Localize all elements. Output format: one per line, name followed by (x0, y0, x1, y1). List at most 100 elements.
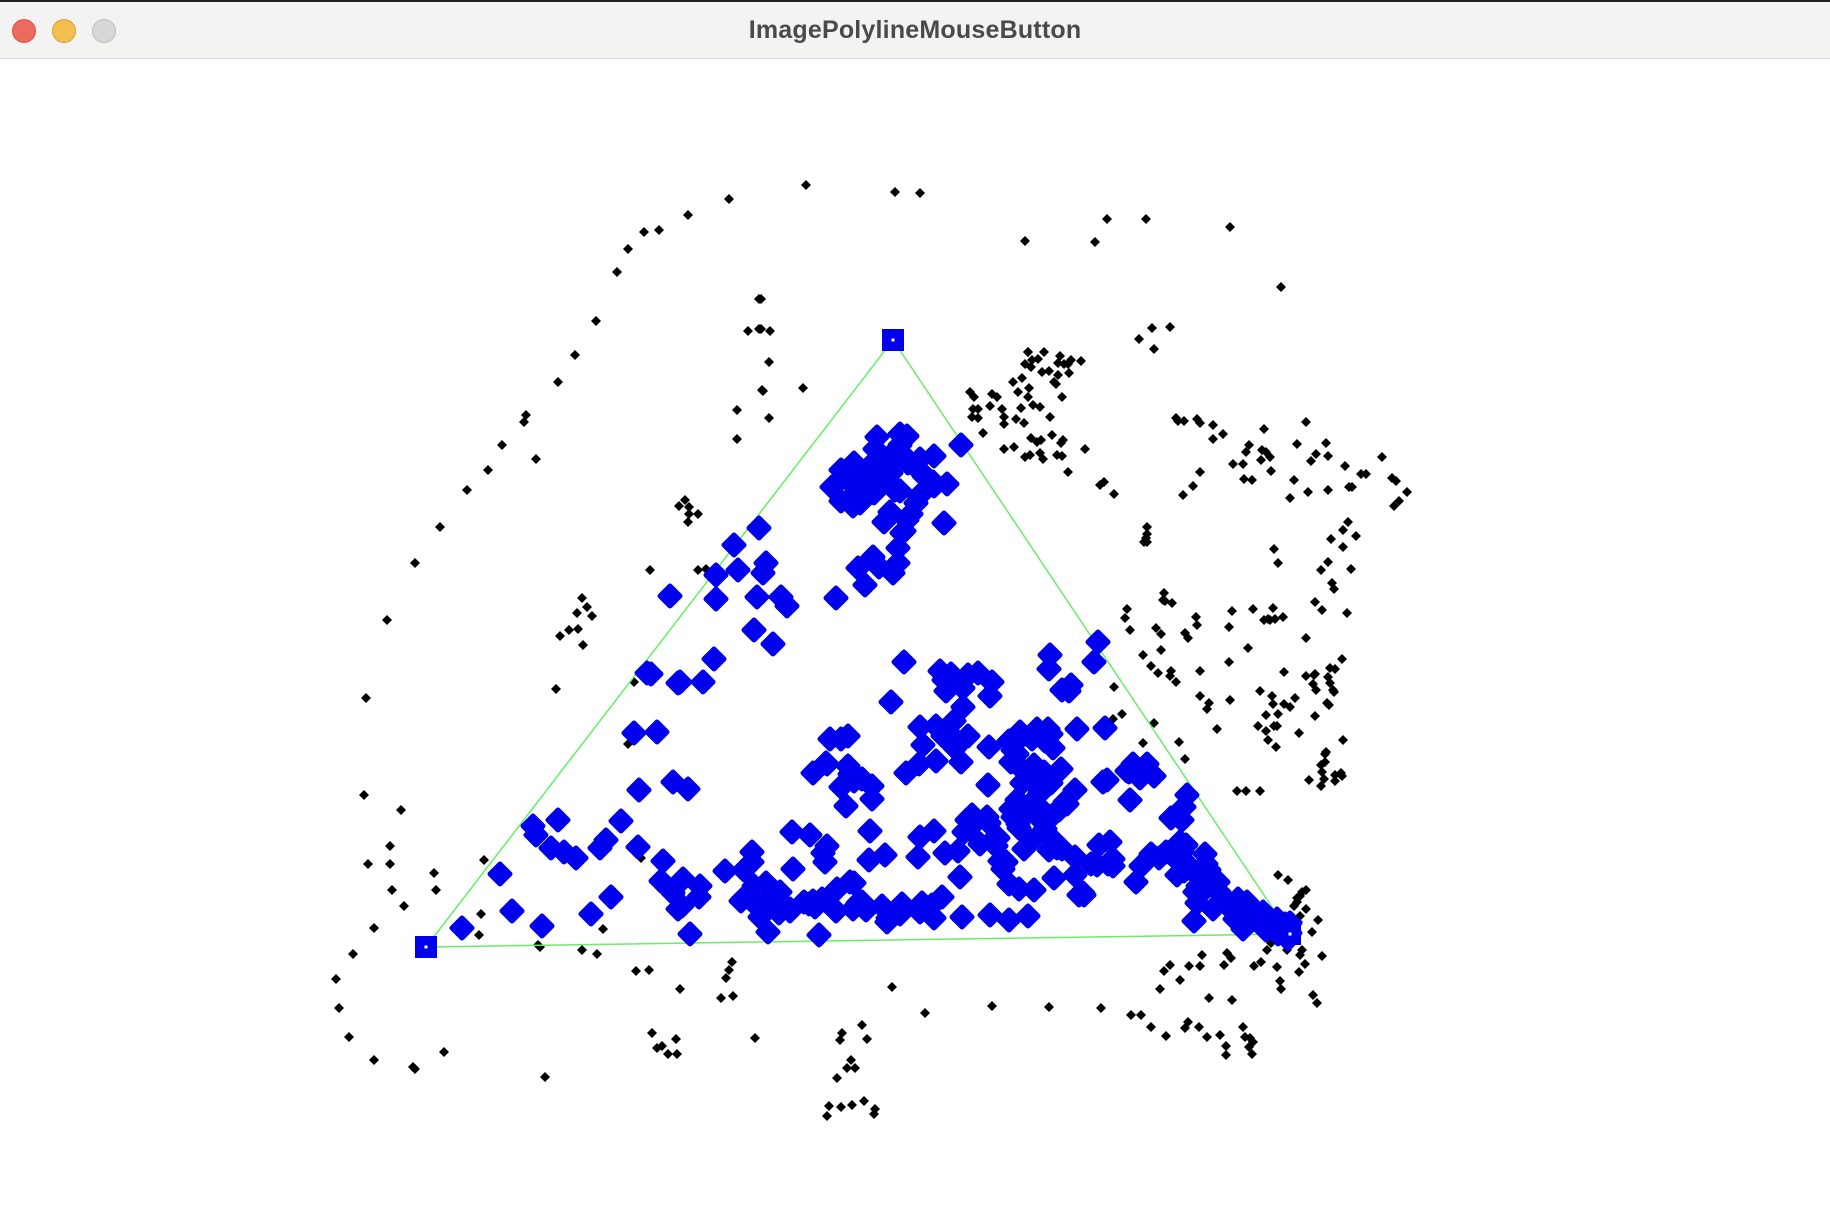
data-point (1327, 578, 1337, 588)
selected-point (1004, 741, 1030, 767)
selected-point (648, 868, 674, 894)
data-point (1028, 400, 1038, 410)
data-point (987, 1001, 997, 1011)
selected-point (1174, 782, 1200, 808)
data-point (1013, 387, 1023, 397)
data-point (1320, 749, 1330, 759)
title-bar[interactable]: ImagePolylineMouseButton (0, 2, 1830, 59)
data-point (801, 180, 811, 190)
data-point (887, 982, 897, 992)
data-point (474, 930, 484, 940)
selected-point (1181, 908, 1207, 934)
selected-point (1049, 836, 1075, 862)
data-point (1261, 726, 1271, 736)
zoom-window-button[interactable] (92, 19, 116, 43)
data-point (1294, 967, 1304, 977)
data-point (334, 1003, 344, 1013)
data-point (1308, 679, 1318, 689)
data-point (743, 326, 753, 336)
data-point (382, 615, 392, 625)
data-point (1263, 735, 1273, 745)
selected-point (875, 905, 901, 931)
selected-point (1040, 802, 1066, 828)
data-point (1351, 531, 1361, 541)
selected-point (1006, 815, 1032, 841)
data-point (572, 608, 582, 618)
data-point (724, 965, 734, 975)
data-point (1232, 786, 1242, 796)
data-point (915, 188, 925, 198)
data-point (1218, 429, 1228, 439)
data-point (727, 957, 737, 967)
data-point (1269, 721, 1279, 731)
data-point (999, 444, 1009, 454)
data-point (410, 558, 420, 568)
close-window-button[interactable] (12, 19, 36, 43)
data-point (1261, 447, 1271, 457)
selected-point (859, 786, 885, 812)
data-point (1024, 383, 1034, 393)
data-point (1192, 414, 1202, 424)
data-point (846, 1055, 856, 1065)
data-point (1272, 962, 1282, 972)
data-point (1017, 373, 1027, 383)
data-point (1263, 614, 1273, 624)
data-point (385, 859, 395, 869)
data-point (835, 1035, 845, 1045)
data-point (1338, 542, 1348, 552)
data-point (1171, 413, 1181, 423)
data-point (1326, 534, 1336, 544)
data-point (1202, 704, 1212, 714)
data-point (1269, 544, 1279, 554)
selected-point (650, 848, 676, 874)
data-point (644, 965, 654, 975)
selected-point (938, 661, 964, 687)
data-point (671, 1034, 681, 1044)
data-point (1194, 1022, 1204, 1032)
data-point (1316, 565, 1326, 575)
data-point (1146, 661, 1156, 671)
selected-point (923, 748, 949, 774)
image-canvas[interactable] (0, 59, 1830, 1212)
data-point (684, 502, 694, 512)
selected-point (578, 901, 604, 927)
data-point (1301, 671, 1311, 681)
selected-point (644, 719, 670, 745)
data-point (363, 859, 373, 869)
data-point (1188, 481, 1198, 491)
selected-point (866, 554, 892, 580)
selected-point (1018, 828, 1044, 854)
data-point (985, 401, 995, 411)
data-point (684, 509, 694, 519)
data-point (1063, 359, 1073, 369)
data-point (999, 419, 1009, 429)
selected-point (687, 873, 713, 899)
data-point (1052, 450, 1062, 460)
data-point (1225, 695, 1235, 705)
data-point (859, 1096, 869, 1106)
data-point (1338, 525, 1348, 535)
plot-surface[interactable] (0, 59, 1830, 1212)
data-point (654, 225, 664, 235)
data-point (431, 885, 441, 895)
selected-point (1019, 769, 1045, 795)
data-point (1033, 354, 1043, 364)
minimize-window-button[interactable] (52, 19, 76, 43)
data-point (1142, 522, 1152, 532)
data-point (721, 973, 731, 983)
data-point (1224, 622, 1234, 632)
data-point (1285, 493, 1295, 503)
data-point (631, 966, 641, 976)
data-point (754, 324, 764, 334)
data-point (683, 210, 693, 220)
data-point (1197, 950, 1207, 960)
data-point (1175, 975, 1185, 985)
data-point (1053, 370, 1063, 380)
data-point (1158, 595, 1168, 605)
selected-point (852, 572, 878, 598)
data-point (1178, 490, 1188, 500)
data-point (1342, 608, 1352, 618)
data-point (1243, 643, 1253, 653)
data-point (1283, 875, 1293, 885)
selected-point (741, 873, 767, 899)
